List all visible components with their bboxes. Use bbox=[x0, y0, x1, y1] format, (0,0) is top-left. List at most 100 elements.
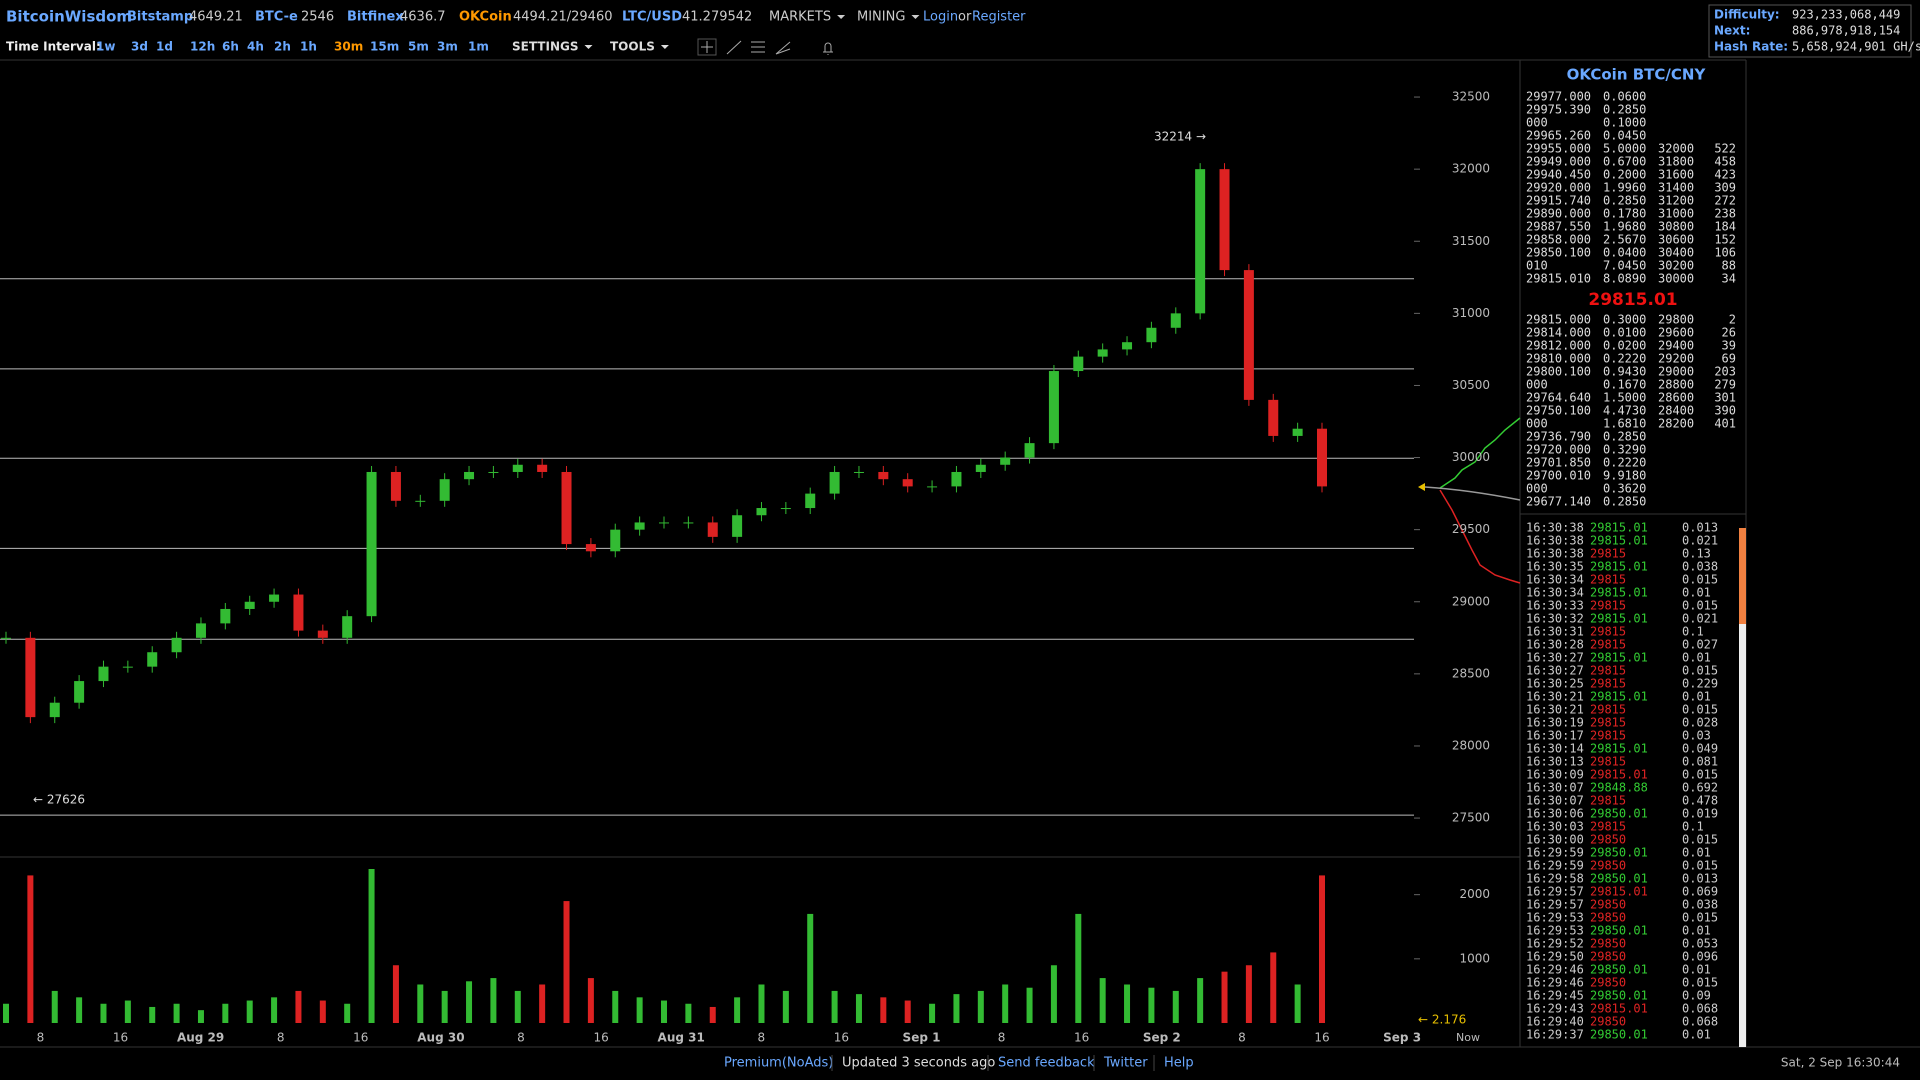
volume-bar bbox=[1270, 952, 1277, 1023]
trade-time: 16:30:09 bbox=[1526, 768, 1584, 782]
interval[interactable]: 12h bbox=[190, 40, 215, 54]
annotation: ← 27626 bbox=[33, 793, 85, 807]
book-cell: 0.2850 bbox=[1603, 103, 1646, 117]
ticker-name[interactable]: OKCoin bbox=[459, 10, 512, 25]
y-tick-label: 2000 bbox=[1459, 887, 1490, 901]
interval[interactable]: 4h bbox=[247, 40, 264, 54]
book-cell: 29812.000 bbox=[1526, 339, 1591, 353]
trade-amount: 0.013 bbox=[1682, 521, 1718, 535]
interval[interactable]: 1h bbox=[300, 40, 317, 54]
trade-time: 16:29:57 bbox=[1526, 885, 1584, 899]
volume-bar bbox=[929, 1003, 936, 1023]
candle bbox=[122, 666, 133, 668]
volume-bar bbox=[3, 1003, 9, 1023]
trade-amount: 0.021 bbox=[1682, 534, 1718, 548]
interval[interactable]: 6h bbox=[222, 40, 239, 54]
candle bbox=[1292, 428, 1303, 436]
ticker-price[interactable]: 4649.21 bbox=[189, 10, 243, 25]
ticker-name[interactable]: Bitfinex bbox=[347, 10, 404, 25]
volume-bar bbox=[76, 997, 83, 1023]
trade-amount: 0.019 bbox=[1682, 807, 1718, 821]
trade-price: 29815 bbox=[1590, 664, 1626, 678]
trade-price: 29815 bbox=[1590, 755, 1626, 769]
trade-price: 29815.01 bbox=[1590, 612, 1648, 626]
trade-time: 16:30:34 bbox=[1526, 573, 1584, 587]
volume-bar bbox=[392, 965, 399, 1023]
scrollbar[interactable] bbox=[1739, 528, 1746, 1047]
book-cell: 203 bbox=[1714, 365, 1736, 379]
interval[interactable]: 3m bbox=[437, 40, 458, 54]
volume-bar bbox=[734, 997, 741, 1023]
toolbar-menu[interactable]: TOOLS bbox=[610, 40, 655, 54]
login[interactable]: Login bbox=[923, 10, 958, 25]
icon-fan[interactable] bbox=[775, 41, 791, 55]
ticker-name[interactable]: LTC/USD bbox=[622, 10, 682, 25]
y-tick-label: 28000 bbox=[1452, 738, 1490, 752]
brand[interactable]: BitcoinWisdom bbox=[6, 8, 132, 26]
volume-bar bbox=[953, 994, 960, 1023]
interval[interactable]: 5m bbox=[408, 40, 429, 54]
book-cell: 0.1000 bbox=[1603, 116, 1646, 130]
ticker-price[interactable]: 2546 bbox=[301, 10, 334, 25]
interval[interactable]: 1m bbox=[468, 40, 489, 54]
ticker-price[interactable]: 4636.7 bbox=[400, 10, 446, 25]
candle bbox=[707, 522, 718, 537]
y-tick-label: 32500 bbox=[1452, 90, 1490, 104]
interval[interactable]: 30m bbox=[334, 40, 363, 54]
trade-amount: 0.096 bbox=[1682, 950, 1718, 964]
interval[interactable]: 1d bbox=[156, 40, 173, 54]
icon-hlines[interactable] bbox=[751, 41, 765, 53]
candle bbox=[683, 522, 694, 524]
register[interactable]: Register bbox=[972, 10, 1026, 25]
book-cell: 0.3620 bbox=[1603, 482, 1646, 496]
trade-amount: 0.015 bbox=[1682, 833, 1718, 847]
candle bbox=[1170, 313, 1181, 328]
trade-amount: 0.038 bbox=[1682, 898, 1718, 912]
footer-link[interactable]: Premium(NoAds) bbox=[724, 1056, 833, 1071]
interval[interactable]: 1w bbox=[96, 40, 115, 54]
trade-time: 16:29:46 bbox=[1526, 976, 1584, 990]
trade-time: 16:30:19 bbox=[1526, 716, 1584, 730]
book-cell: 31400 bbox=[1658, 181, 1694, 195]
interval[interactable]: 3d bbox=[131, 40, 148, 54]
menu[interactable]: MARKETS bbox=[769, 10, 831, 25]
candle bbox=[1146, 327, 1157, 343]
trade-time: 16:30:07 bbox=[1526, 794, 1584, 808]
trade-time: 16:29:50 bbox=[1526, 950, 1584, 964]
icon-line[interactable] bbox=[726, 40, 742, 55]
icon-alert[interactable] bbox=[823, 42, 833, 55]
trade-time: 16:30:31 bbox=[1526, 625, 1584, 639]
menu[interactable]: MINING bbox=[857, 10, 905, 25]
x-tick-label: Sep 2 bbox=[1143, 1031, 1181, 1045]
volume-bar bbox=[782, 990, 789, 1023]
trade-amount: 0.01 bbox=[1682, 963, 1711, 977]
book-cell: 31000 bbox=[1658, 207, 1694, 221]
ticker-price[interactable]: 41.279542 bbox=[682, 10, 752, 25]
trade-price: 29850.01 bbox=[1590, 924, 1648, 938]
footer-link[interactable]: Help bbox=[1164, 1056, 1194, 1071]
footer-link[interactable]: Twitter bbox=[1103, 1056, 1148, 1071]
footer-link[interactable]: Send feedback bbox=[998, 1056, 1095, 1071]
book-cell: 29701.850 bbox=[1526, 456, 1591, 470]
ticker-name[interactable]: BTC-e bbox=[255, 10, 298, 25]
volume-bar bbox=[246, 1000, 253, 1023]
ticker-price[interactable]: 4494.21/29460 bbox=[513, 10, 613, 25]
book-cell: 29764.640 bbox=[1526, 391, 1591, 405]
interval[interactable]: 2h bbox=[274, 40, 291, 54]
book-cell: 309 bbox=[1714, 181, 1736, 195]
trade-amount: 0.053 bbox=[1682, 937, 1718, 951]
y-tick-label: 27500 bbox=[1452, 811, 1490, 825]
toolbar-menu[interactable]: SETTINGS bbox=[512, 40, 579, 54]
interval[interactable]: 15m bbox=[370, 40, 399, 54]
icon-cross[interactable] bbox=[701, 41, 713, 53]
trade-price: 29815.01 bbox=[1590, 534, 1648, 548]
book-cell: 0.6700 bbox=[1603, 155, 1646, 169]
candle bbox=[1219, 169, 1230, 271]
candle bbox=[366, 471, 377, 617]
scrollbar-thumb[interactable] bbox=[1739, 528, 1746, 624]
trade-time: 16:30:38 bbox=[1526, 534, 1584, 548]
candle bbox=[634, 522, 645, 530]
ticker-name[interactable]: Bitstamp bbox=[127, 10, 193, 25]
